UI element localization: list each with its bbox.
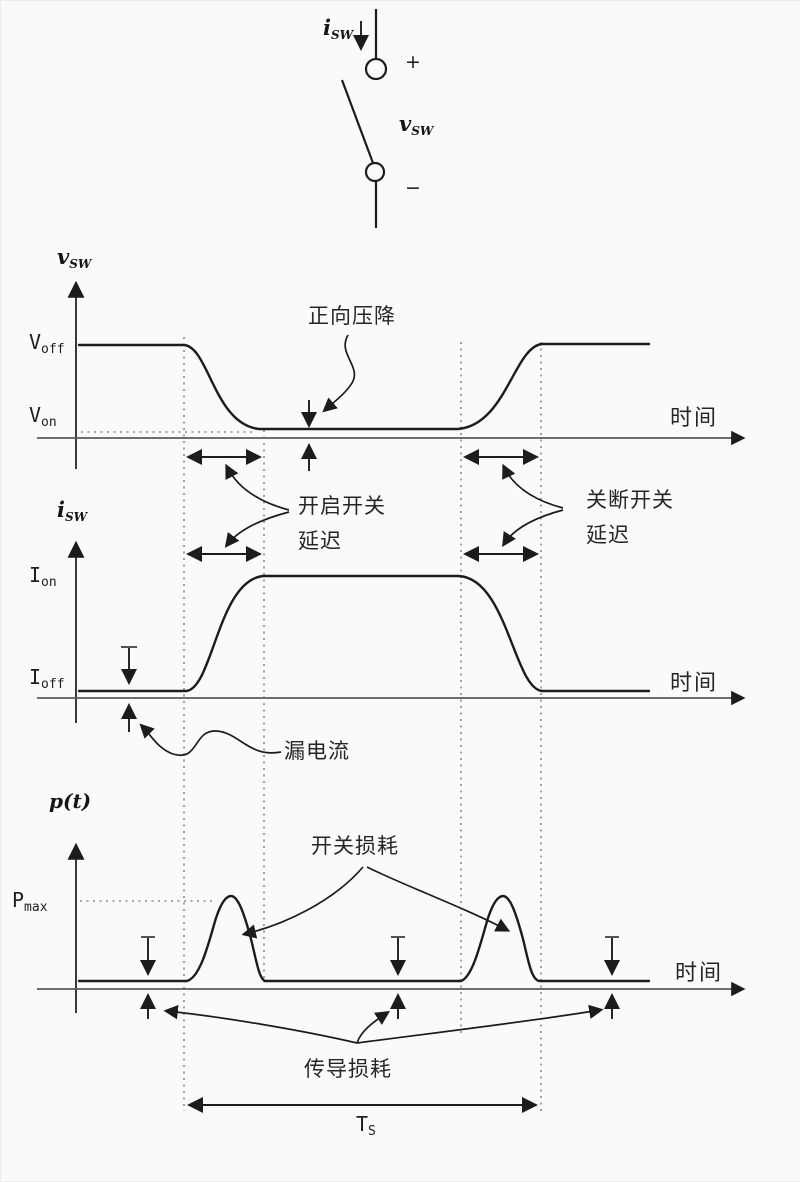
v-off-main: V	[29, 330, 42, 354]
i-off-main: I	[29, 665, 42, 689]
leakage-leader-line	[139, 723, 282, 757]
switching-loss-annotation: 开关损耗	[311, 834, 399, 858]
switch-current-label: iSW	[323, 17, 353, 41]
voltage-time-label: 时间	[670, 406, 719, 431]
p-max-sub: max	[24, 900, 48, 915]
turn-off-delay-leader-lower	[502, 509, 564, 548]
i-on-main: I	[29, 563, 42, 587]
power-time-label: 时间	[675, 961, 724, 986]
v-off-label: Voff	[29, 332, 65, 356]
switch-voltage-sub: SW	[411, 124, 434, 138]
v-on-main: V	[29, 403, 42, 427]
voltage-axis-label: vSW	[57, 246, 91, 270]
i-on-label: Ion	[29, 565, 57, 589]
period-ts-sub: S	[368, 1124, 376, 1139]
turn-off-delay-line2: 延迟	[586, 522, 630, 547]
i-off-label: Ioff	[29, 667, 65, 691]
switch-symbol	[340, 9, 388, 228]
voltage-axis-sub: SW	[69, 257, 92, 271]
current-plot	[37, 540, 746, 757]
minus-sign: −	[405, 177, 421, 199]
current-axis-sub: SW	[64, 510, 88, 524]
delay-measure-arrows	[185, 448, 564, 563]
turn-off-delay-leader-upper	[502, 463, 564, 509]
switch-current-main: i	[323, 15, 331, 40]
switch-current-sub: SW	[330, 28, 354, 42]
p-max-label: Pmax	[12, 890, 48, 914]
forward-drop-leader-line	[322, 334, 356, 413]
v-on-label: Von	[29, 405, 57, 429]
conduction-loss-leader-middle	[356, 1011, 391, 1044]
dotted-guidelines	[183, 337, 542, 1111]
voltage-waveform	[77, 342, 651, 431]
turn-on-delay-leader-lower	[224, 511, 290, 548]
power-axis-label: p(t)	[49, 789, 92, 813]
period-ts-main: T	[356, 1112, 369, 1136]
conduction-loss-annotation: 传导损耗	[304, 1057, 392, 1081]
switching-loss-leader-right	[366, 866, 511, 932]
conduction-loss-leader-right	[356, 1004, 604, 1044]
forward-drop-annotation: 正向压降	[308, 304, 396, 328]
conduction-loss-leader-left	[163, 1004, 358, 1044]
switch-blade	[340, 79, 375, 164]
current-axis-main: i	[57, 497, 65, 522]
voltage-plot	[37, 280, 746, 471]
switch-top-terminal	[364, 57, 388, 81]
turn-on-delay-line2: 延迟	[298, 528, 342, 553]
turn-on-delay-leader-upper	[225, 463, 290, 511]
voltage-axis-main: v	[57, 244, 70, 269]
switch-bottom-terminal	[364, 161, 386, 183]
current-waveform	[77, 574, 651, 693]
turn-off-delay-line1: 关断开关	[586, 488, 674, 512]
current-time-label: 时间	[670, 671, 719, 696]
v-off-sub: off	[41, 342, 65, 357]
turn-off-delay-annotation: 关断开关 延迟	[586, 483, 674, 552]
v-on-sub: on	[41, 415, 57, 430]
power-waveform	[77, 894, 651, 983]
i-on-sub: on	[41, 575, 57, 590]
switch-voltage-label: vSW	[399, 113, 433, 137]
switching-loss-leader-left	[241, 866, 364, 939]
turn-on-delay-annotation: 开启开关 延迟	[298, 489, 386, 558]
current-axis-label: iSW	[57, 499, 87, 523]
i-off-sub: off	[41, 677, 65, 692]
switch-voltage-main: v	[399, 111, 412, 136]
p-max-main: P	[12, 888, 25, 912]
power-plot	[37, 842, 746, 1114]
period-ts-label: TS	[356, 1114, 376, 1138]
plus-sign: +	[405, 51, 421, 73]
leakage-annotation: 漏电流	[284, 739, 350, 763]
turn-on-delay-line1: 开启开关	[298, 494, 386, 518]
